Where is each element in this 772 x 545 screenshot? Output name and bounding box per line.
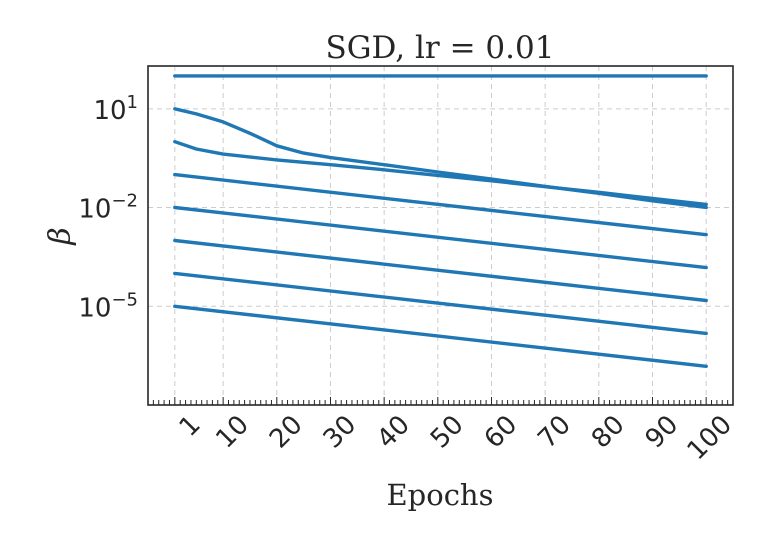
series-line (173, 139, 708, 207)
series-line (173, 205, 708, 270)
x-tick-label: 30 (318, 410, 363, 455)
series-line (173, 271, 708, 336)
x-tick-label: 90 (640, 410, 685, 455)
x-tick-label: 1 (174, 410, 207, 443)
x-tick-label: 10 (210, 410, 255, 455)
x-tick-label: 40 (371, 410, 416, 455)
x-tick-label: 20 (264, 410, 309, 455)
series-line (173, 238, 708, 303)
series-group (173, 74, 708, 368)
x-tick-label: 70 (532, 410, 577, 455)
x-tick-label: 60 (479, 410, 524, 455)
series-line (173, 172, 708, 237)
series-line (173, 304, 708, 368)
x-tick-label: 50 (425, 410, 470, 455)
y-axis-label: β (43, 227, 78, 245)
x-tick-label: 100 (682, 410, 738, 466)
y-tick-label: 10−2 (78, 191, 138, 225)
grid (148, 66, 733, 405)
x-axis-label: Epochs (387, 478, 494, 512)
chart-title: SGD, lr = 0.01 (326, 30, 555, 66)
y-tick-label: 101 (93, 92, 138, 126)
x-minor-ticks (147, 397, 734, 405)
y-tick-labels: 101 10−2 10−5 (78, 92, 138, 323)
plot-frame (147, 65, 734, 406)
x-tick-label: 80 (586, 410, 631, 455)
y-tick-label: 10−5 (78, 289, 138, 323)
